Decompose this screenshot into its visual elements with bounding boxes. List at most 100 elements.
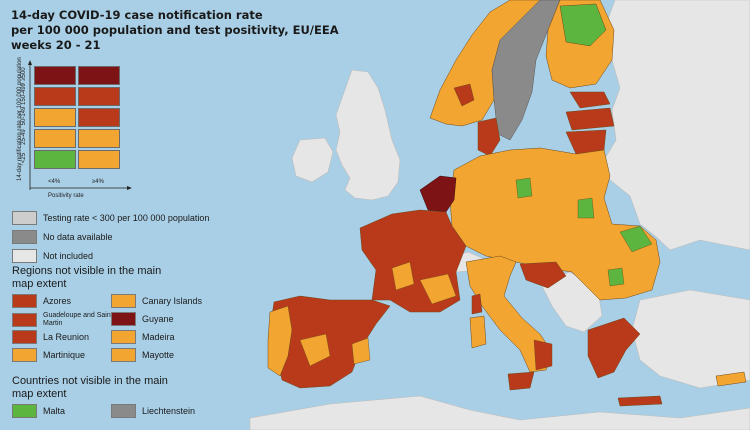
region-swatch xyxy=(12,330,37,344)
region-label: Martinique xyxy=(43,350,86,360)
legend-no-data: No data available xyxy=(12,230,113,244)
estonia-region xyxy=(569,91,611,109)
italy-red-patch xyxy=(533,339,553,371)
spain-orange-patch xyxy=(299,333,331,367)
matrix-col-label-low: <4% xyxy=(48,179,61,185)
france-orange-patch-2 xyxy=(391,261,415,291)
matrix-row-label: 25-49 xyxy=(21,129,27,145)
poland-green-patch-2 xyxy=(577,197,595,219)
central-europe-region xyxy=(449,147,661,301)
region-legend-item: Azores xyxy=(12,294,71,308)
matrix-cell xyxy=(34,150,76,169)
spain-orange-patch-2 xyxy=(351,337,371,365)
matrix-cell xyxy=(34,66,76,85)
uk-region xyxy=(335,69,401,201)
legend-not-included: Not included xyxy=(12,249,93,263)
legend-swatch-not-included xyxy=(12,249,37,263)
matrix-cell xyxy=(78,87,120,106)
sicily-region xyxy=(507,371,535,391)
country-swatch xyxy=(111,404,136,418)
matrix-row xyxy=(34,129,122,148)
romania-green-patch xyxy=(619,225,653,253)
matrix-row xyxy=(34,66,122,85)
eastern-europe-region xyxy=(603,0,750,251)
title-line-1: 14-day COVID-19 case notification rate xyxy=(11,8,263,22)
matrix-cell xyxy=(34,108,76,127)
legend-swatch-testing-rate xyxy=(12,211,37,225)
region-legend-item: Martinique xyxy=(12,348,85,362)
region-swatch xyxy=(111,294,136,308)
region-swatch xyxy=(12,294,37,308)
region-label: Guyane xyxy=(142,314,174,324)
matrix-row-label: 150-499 xyxy=(21,82,27,105)
region-swatch xyxy=(111,348,136,362)
region-swatch xyxy=(12,348,37,362)
country-legend-item: Liechtenstein xyxy=(111,404,195,418)
region-label: Guadeloupe and Saint Martin xyxy=(43,312,113,327)
legend-no-data-label: No data available xyxy=(43,232,113,242)
matrix-row xyxy=(34,150,122,169)
region-legend-item: Canary Islands xyxy=(111,294,202,308)
matrix-x-axis-label: Positivity rate xyxy=(48,193,84,199)
matrix-row-label: ≥500 xyxy=(21,67,27,81)
north-africa-region xyxy=(249,395,750,430)
legend-not-included-label: Not included xyxy=(43,251,94,261)
matrix-row-label: <25 xyxy=(21,152,27,164)
ireland-region xyxy=(291,137,334,183)
legend-testing-rate: Testing rate < 300 per 100 000 populatio… xyxy=(12,211,209,225)
sardinia-region xyxy=(469,315,487,349)
sweden-region xyxy=(491,0,561,141)
matrix-cell xyxy=(78,108,120,127)
cyprus-region xyxy=(715,371,747,387)
matrix-cell xyxy=(34,129,76,148)
region-legend-item: Guadeloupe and Saint Martin xyxy=(12,312,128,328)
matrix-cell xyxy=(34,87,76,106)
matrix-axes xyxy=(28,60,132,190)
region-label: Mayotte xyxy=(142,350,175,360)
matrix-col-label-high: ≥4% xyxy=(92,179,104,185)
regions-section-title: Regions not visible in the main map exte… xyxy=(12,265,162,290)
legend-testing-rate-label: Testing rate < 300 per 100 000 populatio… xyxy=(43,213,210,223)
country-label: Liechtenstein xyxy=(142,406,196,416)
latvia-region xyxy=(565,107,615,131)
country-swatch xyxy=(12,404,37,418)
title-line-3: weeks 20 - 21 xyxy=(11,38,101,52)
matrix-row xyxy=(34,108,122,127)
croatia-region xyxy=(519,261,567,289)
crete-region xyxy=(617,395,663,407)
matrix-row xyxy=(34,87,122,106)
region-legend-item: La Reunion xyxy=(12,330,89,344)
country-label: Malta xyxy=(43,406,66,416)
benelux-region xyxy=(419,175,457,213)
matrix-cell xyxy=(78,66,120,85)
legend-swatch-no-data xyxy=(12,230,37,244)
greece-region xyxy=(587,317,641,379)
poland-green-patch xyxy=(515,177,533,199)
region-legend-item: Madeira xyxy=(111,330,175,344)
corsica-region xyxy=(471,293,483,315)
finland-green-region xyxy=(559,3,607,47)
region-swatch xyxy=(111,330,136,344)
matrix-cell xyxy=(78,150,120,169)
color-matrix xyxy=(34,66,122,171)
region-swatch xyxy=(111,312,136,326)
region-label: Canary Islands xyxy=(142,296,203,306)
region-legend-item: Guyane xyxy=(111,312,174,326)
region-legend-item: Mayotte xyxy=(111,348,174,362)
denmark-region xyxy=(477,117,501,157)
portugal-region xyxy=(267,305,293,377)
countries-section-title: Countries not visible in the main map ex… xyxy=(12,375,168,400)
title-line-2: per 100 000 population and test positivi… xyxy=(11,23,339,37)
region-label: La Reunion xyxy=(43,332,90,342)
romania-green-patch-2 xyxy=(607,267,625,287)
region-swatch xyxy=(12,313,37,327)
france-orange-patch xyxy=(419,273,457,305)
matrix-cell xyxy=(78,129,120,148)
region-label: Azores xyxy=(43,296,72,306)
norway-darkred-region xyxy=(453,83,475,107)
country-legend-item: Malta xyxy=(12,404,65,418)
matrix-row-label: 50-149 xyxy=(21,106,27,126)
region-label: Madeira xyxy=(142,332,175,342)
map-title: 14-day COVID-19 case notification rate p… xyxy=(11,8,339,53)
